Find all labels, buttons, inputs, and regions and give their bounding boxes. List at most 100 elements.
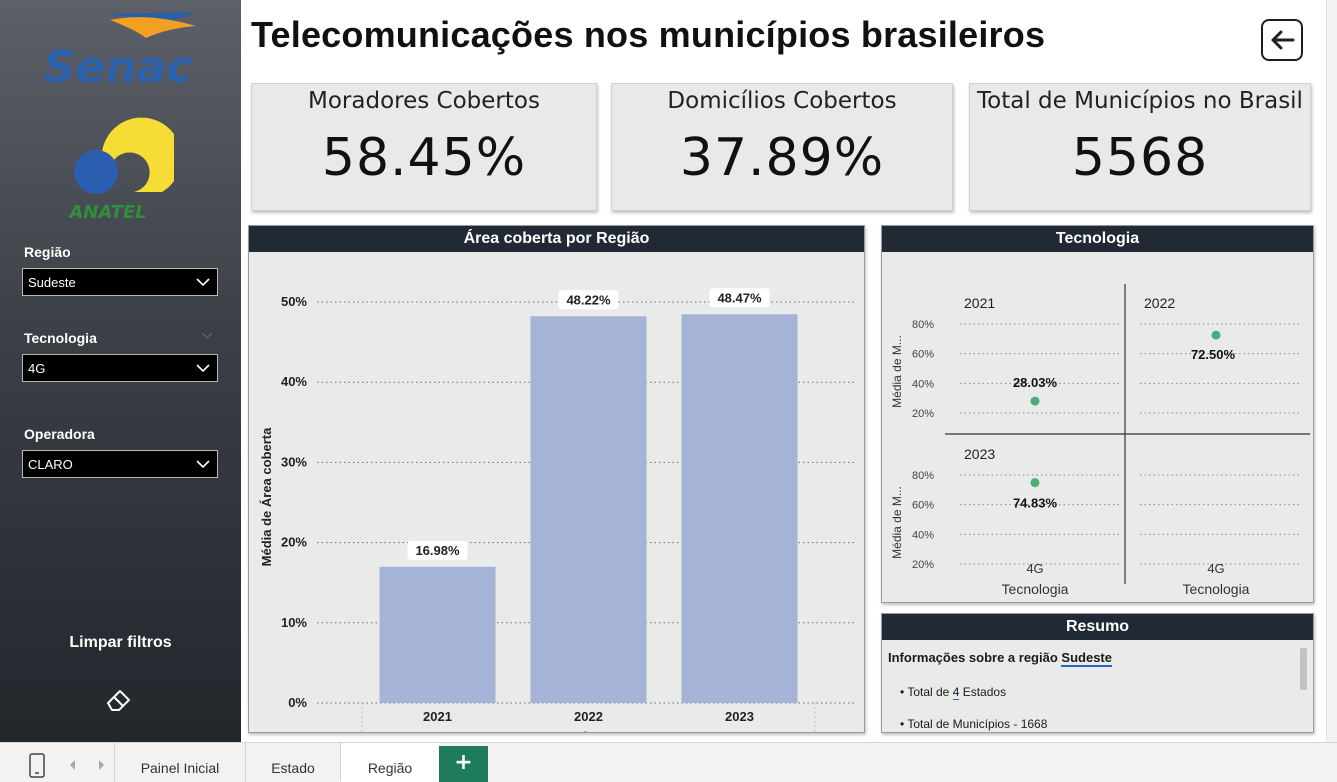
resumo-title: Resumo — [882, 614, 1313, 640]
chevron-down-icon — [196, 278, 210, 287]
x-tick-label: 2021 — [423, 709, 452, 724]
tech-scatter-chart: 20% 40% 60% 80% Média de M... 20% 40% 60% 80% Méd… — [890, 284, 1310, 597]
add-page-button[interactable]: + — [439, 746, 488, 782]
operadora-dropdown[interactable]: CLARO — [22, 450, 218, 478]
scatter-point[interactable] — [1030, 396, 1040, 406]
y-tick-label: 40% — [281, 374, 307, 389]
resumo-region: Sudeste — [1061, 650, 1112, 667]
tecnologia-dropdown-value: 4G — [28, 361, 46, 376]
bar-chart-title: Área coberta por Região — [249, 226, 864, 252]
y-tick-label: 60% — [912, 349, 934, 361]
arrow-left-icon — [1271, 30, 1295, 50]
scatter-point[interactable] — [1030, 478, 1040, 488]
kpi-label: Moradores Cobertos — [308, 88, 540, 114]
data-label: 48.22% — [566, 292, 611, 307]
x-axis-label: Tecnologia — [1183, 581, 1250, 597]
kpi-value: 37.89% — [679, 128, 885, 188]
bar-chart: 0% 10% 20% 30% 40% 50% Média de Área coberta 16… — [259, 288, 857, 749]
kpi-card-moradores: Moradores Cobertos 58.45% — [251, 83, 597, 211]
facet-year-label: 2023 — [964, 446, 995, 462]
x-category-label: 4G — [1207, 561, 1224, 576]
eraser-icon[interactable] — [104, 684, 134, 714]
chevron-down-icon — [196, 460, 210, 469]
x-axis-label: Sudeste — [563, 729, 614, 732]
resumo-estados-prefix: • Total de — [900, 685, 953, 699]
mobile-layout-icon[interactable] — [28, 753, 46, 779]
y-tick-label: 30% — [281, 454, 307, 469]
x-category-label: 4G — [1026, 561, 1043, 576]
tech-chart-title: Tecnologia — [882, 226, 1313, 252]
data-label: 48.47% — [717, 290, 762, 305]
x-tick-label: 2022 — [574, 709, 603, 724]
tab-regiao[interactable]: Região — [340, 743, 439, 782]
data-label-box — [709, 288, 770, 308]
bar[interactable] — [379, 566, 496, 703]
y-tick-label: 20% — [281, 535, 307, 550]
filter-label-tecnologia: Tecnologia — [24, 330, 97, 346]
resumo-municipios-line: • Total de Municípios - 1668 — [900, 717, 1048, 731]
data-label-box — [407, 540, 468, 560]
anatel-logo: ANATEL — [67, 117, 174, 223]
kpi-label: Total de Municípios no Brasil — [977, 88, 1303, 114]
page-title: Telecomunicações nos municípios brasilei… — [251, 14, 1046, 55]
chevron-down-icon — [196, 364, 210, 373]
y-tick-label: 20% — [912, 559, 934, 571]
point-label: 28.03% — [1013, 375, 1058, 390]
collapse-chevron-icon[interactable] — [200, 330, 214, 340]
facet-year-label: 2022 — [1144, 295, 1175, 311]
y-tick-label: 0% — [288, 695, 307, 710]
tecnologia-dropdown[interactable]: 4G — [22, 354, 218, 382]
regiao-dropdown-value: Sudeste — [28, 275, 76, 290]
page-scrollbar[interactable] — [1326, 0, 1337, 742]
x-tick-label: 2023 — [725, 709, 754, 724]
regiao-dropdown[interactable]: Sudeste — [22, 268, 218, 296]
y-tick-label: 50% — [281, 294, 307, 309]
main-area: Telecomunicações nos municípios brasilei… — [241, 0, 1337, 749]
kpi-label: Domicílios Cobertos — [667, 88, 897, 114]
bar[interactable] — [530, 316, 647, 703]
y-tick-label: 40% — [912, 378, 934, 390]
page-tabs-bar: Painel Inicial Estado Região + — [0, 742, 1337, 782]
filter-label-operadora: Operadora — [24, 426, 95, 442]
resumo-estados-suffix: Estados — [959, 685, 1007, 699]
y-tick-label: 80% — [912, 470, 934, 482]
bar-chart-panel: Área coberta por Região 0% 10% 20% 30% 40% 50… — [248, 225, 865, 749]
x-axis-label: Tecnologia — [1002, 581, 1069, 597]
resumo-content[interactable]: Informações sobre a região Sudeste • Tot… — [882, 640, 1313, 732]
resumo-scrollbar[interactable] — [1300, 648, 1307, 690]
sidebar: Senac ANATEL Região Sudeste Tecnologia 4… — [0, 0, 241, 742]
back-button[interactable] — [1261, 19, 1303, 61]
clear-filters-button[interactable]: Limpar filtros — [69, 634, 172, 651]
resumo-panel: Resumo Informações sobre a região Sudest… — [881, 613, 1314, 733]
y-tick-label: 80% — [912, 319, 934, 331]
facet-year-label: 2021 — [964, 295, 995, 311]
y-axis-label: Média de Área coberta — [259, 427, 274, 566]
kpi-card-municipios: Total de Municípios no Brasil 5568 — [969, 83, 1311, 211]
y-tick-label: 10% — [281, 615, 307, 630]
tab-estado[interactable]: Estado — [245, 743, 340, 782]
chevron-left-icon[interactable] — [68, 759, 78, 771]
anatel-logo-text: ANATEL — [67, 202, 146, 223]
senac-logo-text: Senac — [44, 42, 193, 88]
kpi-card-domicilios: Domicílios Cobertos 37.89% — [611, 83, 953, 211]
tab-painel-inicial[interactable]: Painel Inicial — [114, 743, 245, 782]
resumo-estados-value: 4 — [952, 685, 960, 700]
kpi-value: 58.45% — [321, 128, 527, 188]
operadora-dropdown-value: CLARO — [28, 457, 73, 472]
kpi-value: 5568 — [1071, 128, 1209, 188]
chevron-right-icon[interactable] — [96, 759, 106, 771]
tech-chart-panel: Tecnologia 20% 40% 60% 80% Média de M... 20% 4… — [881, 225, 1314, 603]
scatter-point[interactable] — [1211, 330, 1221, 340]
data-label: 16.98% — [415, 543, 460, 558]
y-tick-label: 40% — [912, 529, 934, 541]
point-label: 72.50% — [1191, 347, 1236, 362]
bar[interactable] — [681, 314, 798, 703]
resumo-heading-text: Informações sobre a região — [888, 650, 1062, 665]
resumo-estados-line: • Total de 4 Estados — [900, 685, 1307, 700]
y-tick-label: 60% — [912, 500, 934, 512]
point-label: 74.83% — [1013, 496, 1058, 511]
senac-logo: Senac — [44, 12, 196, 88]
y-axis-label: Média de M... — [890, 486, 904, 559]
y-axis-label: Média de M... — [890, 335, 904, 408]
